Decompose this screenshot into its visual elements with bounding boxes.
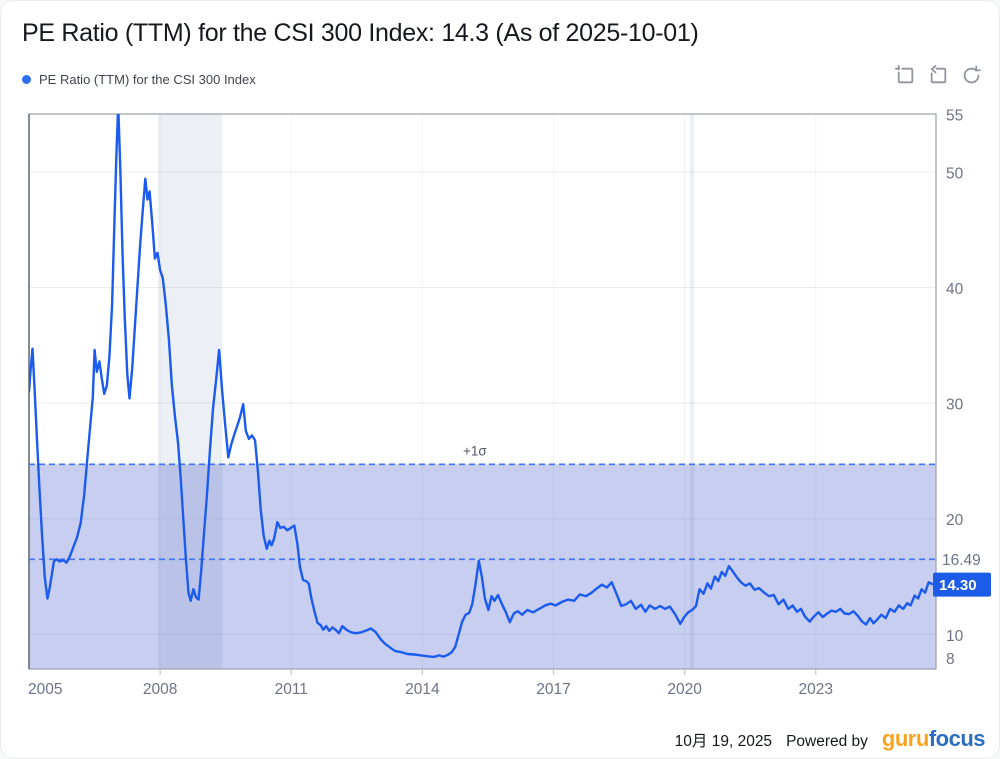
- sigma-band: [29, 464, 936, 669]
- undo-box-icon[interactable]: [928, 65, 949, 86]
- x-tick-label: 2020: [667, 681, 702, 698]
- y-tick-label: 50: [946, 165, 964, 182]
- x-tick-label: 2014: [405, 681, 440, 698]
- footer-date: 10月 19, 2025: [674, 733, 773, 750]
- x-tick-label: 2011: [275, 681, 308, 698]
- y-tick-label: 40: [946, 281, 964, 298]
- recession-band: [689, 114, 695, 669]
- refresh-icon[interactable]: [961, 65, 982, 86]
- x-tick-label: 2017: [536, 681, 570, 698]
- x-tick-label: 2008: [143, 681, 177, 698]
- current-value-tag: [933, 572, 991, 597]
- recession-band: [157, 114, 223, 669]
- y-tick-label: 55: [946, 108, 963, 125]
- gurufocus-logo[interactable]: gurufocus: [881, 726, 986, 752]
- annotate-crop-icon[interactable]: [895, 65, 916, 86]
- y-tick-label: 10: [946, 628, 964, 645]
- y-tick-label: 8: [946, 651, 955, 668]
- powered-by-label: Powered by: [786, 733, 868, 750]
- current-value-label: 14.30: [939, 577, 977, 594]
- chart-toolbar: [895, 65, 982, 86]
- footer: 10月 19, 2025 Powered by gurufocus: [674, 726, 986, 752]
- logo-focus: focus: [928, 726, 986, 751]
- sigma-annotation-label: +1σ: [463, 443, 487, 458]
- mean-value-label: 16.49: [942, 552, 981, 569]
- pe-ratio-chart[interactable]: 55 50 40 30 20 10 8 16.49 14.30 2005 2008 2011 2014 2…: [1, 101, 1000, 721]
- logo-guru: guru: [881, 726, 929, 751]
- legend-dot-icon: [22, 75, 31, 84]
- legend-label[interactable]: PE Ratio (TTM) for the CSI 300 Index: [39, 72, 256, 87]
- page-title: PE Ratio (TTM) for the CSI 300 Index: 14…: [22, 19, 699, 47]
- y-tick-label: 30: [946, 397, 964, 414]
- y-tick-label: 20: [946, 512, 964, 529]
- x-tick-label: 2005: [28, 681, 62, 698]
- x-tick-label: 2023: [799, 681, 833, 698]
- pe-ratio-line: [29, 114, 936, 659]
- legend: PE Ratio (TTM) for the CSI 300 Index: [22, 72, 256, 87]
